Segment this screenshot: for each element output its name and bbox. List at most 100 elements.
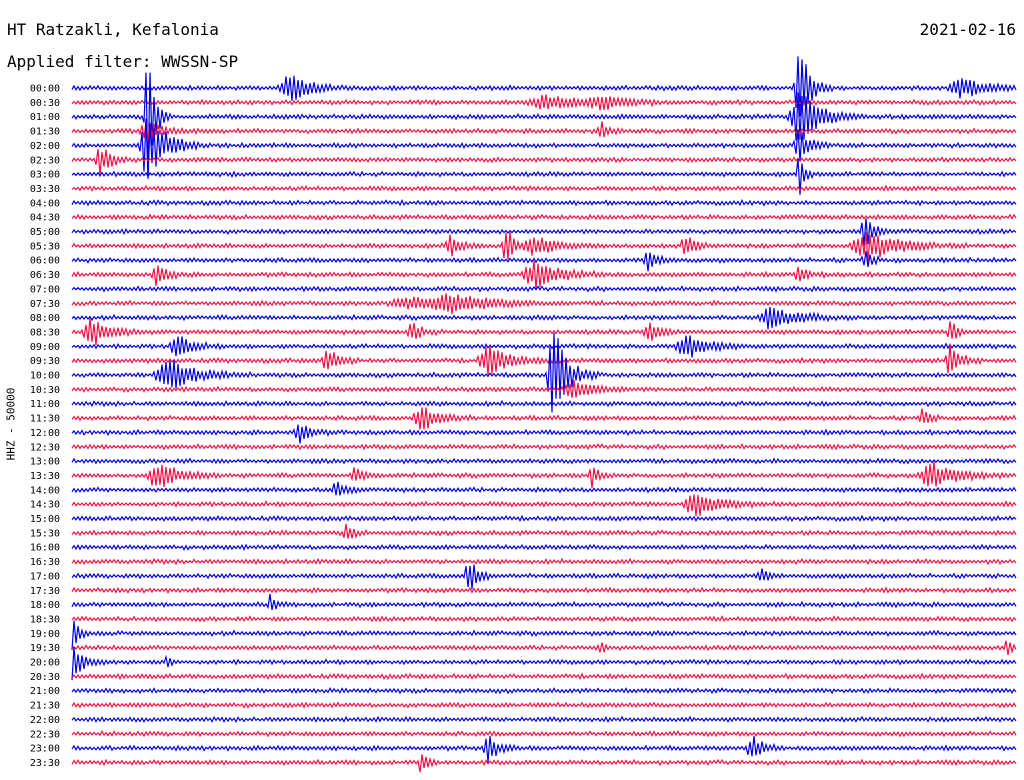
trace-line (71, 285, 1017, 293)
trace-line (71, 260, 1017, 289)
row-time-label: 15:00 (30, 514, 60, 525)
trace-line (71, 543, 1017, 551)
row-time-label: 19:00 (30, 629, 60, 640)
trace-line (71, 457, 1017, 465)
trace-line (71, 523, 1017, 539)
row-time-label: 03:00 (30, 170, 60, 181)
row-time-label: 07:30 (30, 299, 60, 310)
row-time-label: 12:30 (30, 442, 60, 453)
trace-line (71, 293, 1017, 314)
row-time-label: 22:30 (30, 729, 60, 740)
row-time-label: 04:30 (30, 213, 60, 224)
row-time-label: 08:00 (30, 313, 60, 324)
row-time-label: 13:30 (30, 471, 60, 482)
trace-line (71, 730, 1017, 738)
row-time-label: 06:00 (30, 256, 60, 267)
row-time-label: 06:30 (30, 270, 60, 281)
row-time-label: 22:00 (30, 715, 60, 726)
trace-line (71, 407, 1017, 430)
trace-line (71, 620, 1017, 651)
row-time-label: 23:30 (30, 758, 60, 769)
row-time-label: 05:00 (30, 227, 60, 238)
row-time-label: 17:30 (30, 586, 60, 597)
trace-line (71, 148, 1017, 175)
trace-line (71, 118, 1017, 179)
trace-line (71, 335, 1017, 358)
trace-line (71, 593, 1017, 611)
row-time-label: 23:00 (30, 744, 60, 755)
row-time-label: 14:30 (30, 500, 60, 511)
row-time-label: 18:00 (30, 600, 60, 611)
row-time-label: 00:30 (30, 98, 60, 109)
trace-line (71, 251, 1017, 272)
row-time-label: 04:00 (30, 198, 60, 209)
trace-line (71, 735, 1017, 763)
row-time-label: 10:00 (30, 371, 60, 382)
trace-line (71, 318, 1017, 346)
row-time-label: 00:00 (30, 84, 60, 95)
trace-line (71, 231, 1017, 263)
trace-line (71, 198, 1017, 207)
row-time-label: 02:00 (30, 141, 60, 152)
trace-line (71, 213, 1017, 221)
date-label: 2021-02-16 (919, 20, 1016, 39)
row-time-label: 17:00 (30, 571, 60, 582)
trace-line (71, 399, 1017, 408)
row-time-label: 21:00 (30, 686, 60, 697)
trace-line (71, 701, 1017, 709)
row-time-label: 12:00 (30, 428, 60, 439)
row-time-label: 09:30 (30, 356, 60, 367)
row-time-label: 01:30 (30, 127, 60, 138)
row-time-label: 21:30 (30, 701, 60, 712)
trace-line (71, 56, 1017, 117)
row-time-label: 05:30 (30, 241, 60, 252)
trace-line (71, 158, 1017, 195)
row-time-label: 13:00 (30, 457, 60, 468)
trace-line (71, 686, 1017, 695)
trace-line (71, 640, 1017, 655)
trace-line (71, 184, 1017, 192)
row-time-label: 03:30 (30, 184, 60, 195)
trace-line (71, 218, 1017, 246)
trace-line (71, 72, 1017, 177)
station-title: HT Ratzakli, Kefalonia (7, 20, 219, 39)
row-time-label: 15:30 (30, 528, 60, 539)
filter-label: Applied filter: WWSSN-SP (7, 52, 239, 71)
trace-line (71, 461, 1017, 489)
row-time-label: 09:00 (30, 342, 60, 353)
row-time-label: 20:00 (30, 658, 60, 669)
trace-line (71, 615, 1017, 623)
trace-line (71, 121, 1017, 141)
trace-line (71, 343, 1017, 377)
row-time-label: 11:00 (30, 399, 60, 410)
row-time-label: 14:00 (30, 485, 60, 496)
trace-line (71, 754, 1017, 773)
trace-line (71, 332, 1017, 413)
trace-line (71, 514, 1017, 523)
trace-line (71, 306, 1017, 330)
trace-line (71, 672, 1017, 681)
row-time-label: 16:00 (30, 543, 60, 554)
row-time-label: 11:30 (30, 414, 60, 425)
row-time-label: 08:30 (30, 327, 60, 338)
trace-line (71, 94, 1017, 111)
row-time-label: 19:30 (30, 643, 60, 654)
trace-line (71, 380, 1017, 398)
trace-line (71, 564, 1017, 590)
trace-line (71, 586, 1017, 595)
row-time-label: 18:30 (30, 614, 60, 625)
trace-line (71, 494, 1017, 517)
trace-line (71, 442, 1017, 451)
row-time-label: 01:00 (30, 112, 60, 123)
row-time-label: 07:00 (30, 284, 60, 295)
trace-line (71, 646, 1017, 681)
trace-line (71, 424, 1017, 444)
trace-line (71, 557, 1017, 566)
trace-line (71, 481, 1017, 496)
row-time-label: 10:30 (30, 385, 60, 396)
row-time-label: 02:30 (30, 155, 60, 166)
row-time-label: 16:30 (30, 557, 60, 568)
row-time-label: 20:30 (30, 672, 60, 683)
trace-line (71, 715, 1017, 724)
